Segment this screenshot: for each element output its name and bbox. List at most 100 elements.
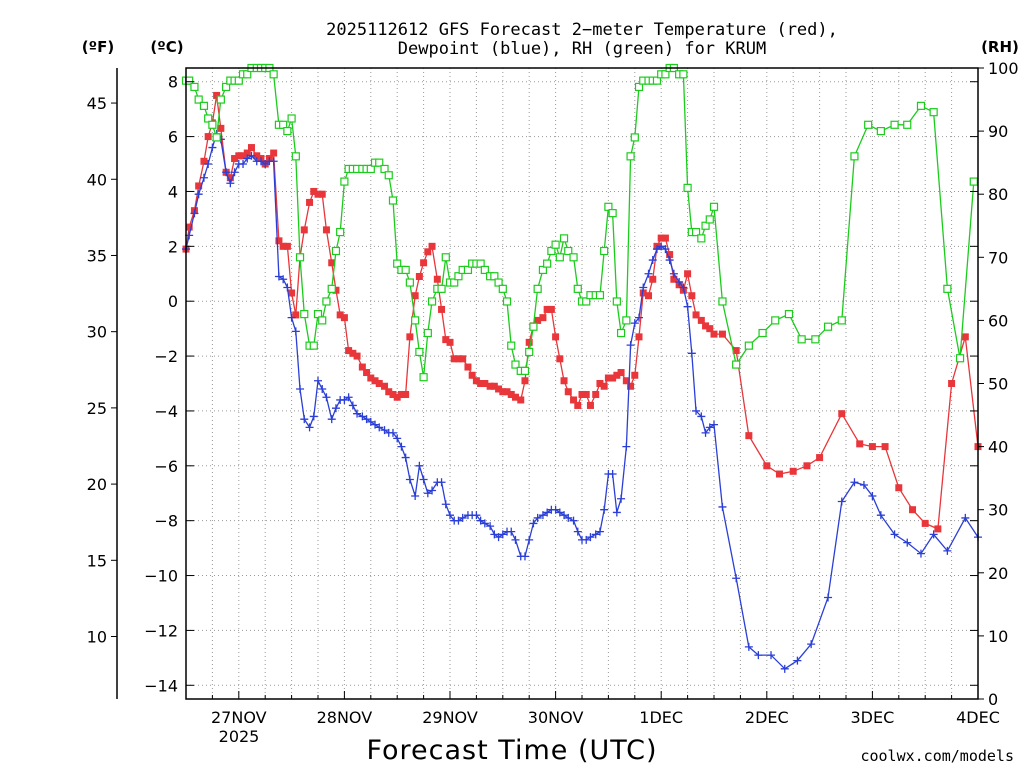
temperature-point <box>622 377 630 385</box>
rh-point <box>234 76 243 85</box>
temperature-point <box>406 333 414 341</box>
temperature-point <box>397 390 405 398</box>
temperature-point <box>961 333 969 341</box>
rh-tick-label: 60 <box>988 311 1008 330</box>
dewpoint-point <box>876 511 885 520</box>
dewpoint-point <box>859 481 868 490</box>
dewpoint-point <box>850 478 859 487</box>
rh-point <box>318 316 327 325</box>
dewpoint-point <box>573 527 582 536</box>
dewpoint-point <box>538 511 547 520</box>
rh-point <box>551 240 560 249</box>
temperature-point <box>838 410 846 418</box>
temperature-point <box>332 286 340 294</box>
dewpoint-point <box>675 277 684 286</box>
temperature-point <box>789 467 797 475</box>
x-tick-label: 1DEC <box>639 708 683 727</box>
rh-point <box>222 82 231 92</box>
dewpoint-point <box>591 530 600 539</box>
temperature-point <box>292 311 300 319</box>
dewpoint-point <box>564 513 573 522</box>
dewpoint-point <box>204 160 213 169</box>
dewpoint-point <box>943 546 952 555</box>
dewpoint-point <box>807 640 816 649</box>
celsius-tick-label: 6 <box>168 128 178 147</box>
dewpoint-point <box>362 415 371 424</box>
dewpoint-point <box>331 404 340 413</box>
dewpoint-point <box>428 486 437 495</box>
rh-point <box>199 101 209 110</box>
rh-point <box>190 82 199 92</box>
dewpoint-point <box>644 269 653 278</box>
rh-point <box>697 234 706 243</box>
temperature-point <box>345 347 353 355</box>
temperature-point <box>816 454 824 462</box>
rh-tick-label: 40 <box>988 438 1008 457</box>
rh-point <box>194 95 203 104</box>
rh-point <box>291 152 300 161</box>
temperature-point <box>909 506 917 514</box>
rh-point <box>555 253 564 262</box>
dewpoint-point <box>366 417 375 426</box>
rh-point <box>511 360 520 369</box>
rh-point <box>876 126 885 136</box>
rh-point <box>212 133 221 142</box>
temperature-point <box>803 462 811 470</box>
dewpoint-point <box>375 423 384 432</box>
grid <box>185 68 979 699</box>
fahrenheit-tick-label: 15 <box>87 551 107 570</box>
rh-point <box>709 202 719 211</box>
rh-point <box>405 278 414 287</box>
temperature-point <box>428 242 436 250</box>
dewpoint-point <box>287 313 296 322</box>
temperature-point <box>617 369 625 377</box>
temperature-point <box>645 292 653 300</box>
temperature-point <box>600 382 608 390</box>
dewpoint-point <box>582 535 591 544</box>
temperature-point <box>934 525 942 533</box>
temperature-point <box>582 390 590 398</box>
rh-point <box>419 373 428 382</box>
rh-line <box>186 67 975 378</box>
rh-point <box>366 164 375 174</box>
dewpoint-point <box>353 409 362 418</box>
rh-point <box>384 171 393 180</box>
rh-point <box>525 347 534 357</box>
rh-point <box>529 322 538 331</box>
rh-point <box>423 328 432 338</box>
x-axis-title: Forecast Time (UTC) <box>366 735 657 766</box>
rh-point <box>313 309 323 319</box>
temperature-point <box>627 382 635 390</box>
celsius-tick-label: −12 <box>144 621 178 640</box>
dewpoint-point <box>617 494 626 503</box>
temperature-point <box>385 388 393 396</box>
temperature-point <box>552 333 560 341</box>
dewpoint-point <box>679 283 688 292</box>
temperature-point <box>472 377 480 385</box>
celsius-unit-label: (ºC) <box>150 38 183 56</box>
dewpoint-point <box>551 505 560 514</box>
rh-point <box>411 316 420 325</box>
dewpoint-point <box>732 574 741 583</box>
temperature-point <box>349 349 357 357</box>
rh-point <box>797 335 806 344</box>
rh-point <box>850 152 859 161</box>
dewpoint-point <box>635 313 644 322</box>
rh-point <box>507 341 516 350</box>
temperature-point <box>270 149 278 157</box>
rh-point <box>463 265 473 275</box>
celsius-tick-label: 0 <box>168 292 178 311</box>
rh-point <box>498 284 507 293</box>
temperature-point <box>895 484 903 492</box>
dewpoint-point <box>300 415 309 424</box>
rh-point <box>683 183 692 192</box>
rh-tick-label: 30 <box>988 501 1008 520</box>
temperature-point <box>556 355 564 363</box>
rh-point <box>476 259 485 268</box>
dewpoint-point <box>327 415 336 424</box>
temperature-point <box>586 401 594 409</box>
rh-point <box>380 164 389 174</box>
rh-point <box>441 253 450 262</box>
dewpoint-point <box>520 552 529 561</box>
celsius-tick-label: 2 <box>168 237 178 256</box>
